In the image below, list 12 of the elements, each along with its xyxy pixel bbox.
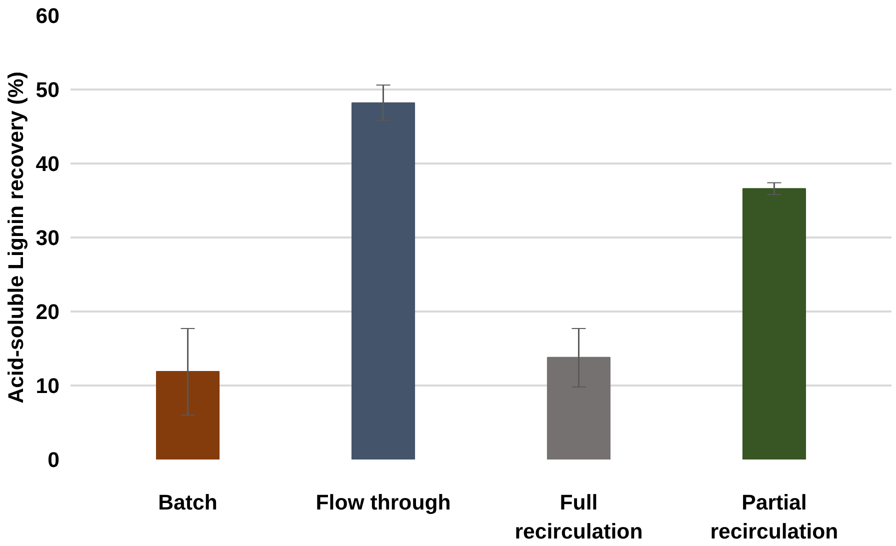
y-tick-label: 50	[36, 78, 60, 102]
y-tick-label: 20	[36, 300, 60, 324]
x-tick-label: Batch	[158, 490, 218, 514]
y-tick-label: 60	[36, 4, 60, 28]
y-tick-label: 10	[36, 374, 60, 398]
x-tick-label: Full recirculation	[514, 490, 643, 544]
y-axis-title: Acid-soluble Lignin recovery (%)	[4, 72, 28, 404]
y-tick-label: 0	[48, 448, 60, 472]
x-tick-label: Partial recirculation	[710, 490, 838, 544]
y-tick-label: 40	[36, 152, 60, 176]
x-tick-label: Flow through	[316, 490, 451, 514]
y-tick-label: 30	[36, 226, 60, 250]
